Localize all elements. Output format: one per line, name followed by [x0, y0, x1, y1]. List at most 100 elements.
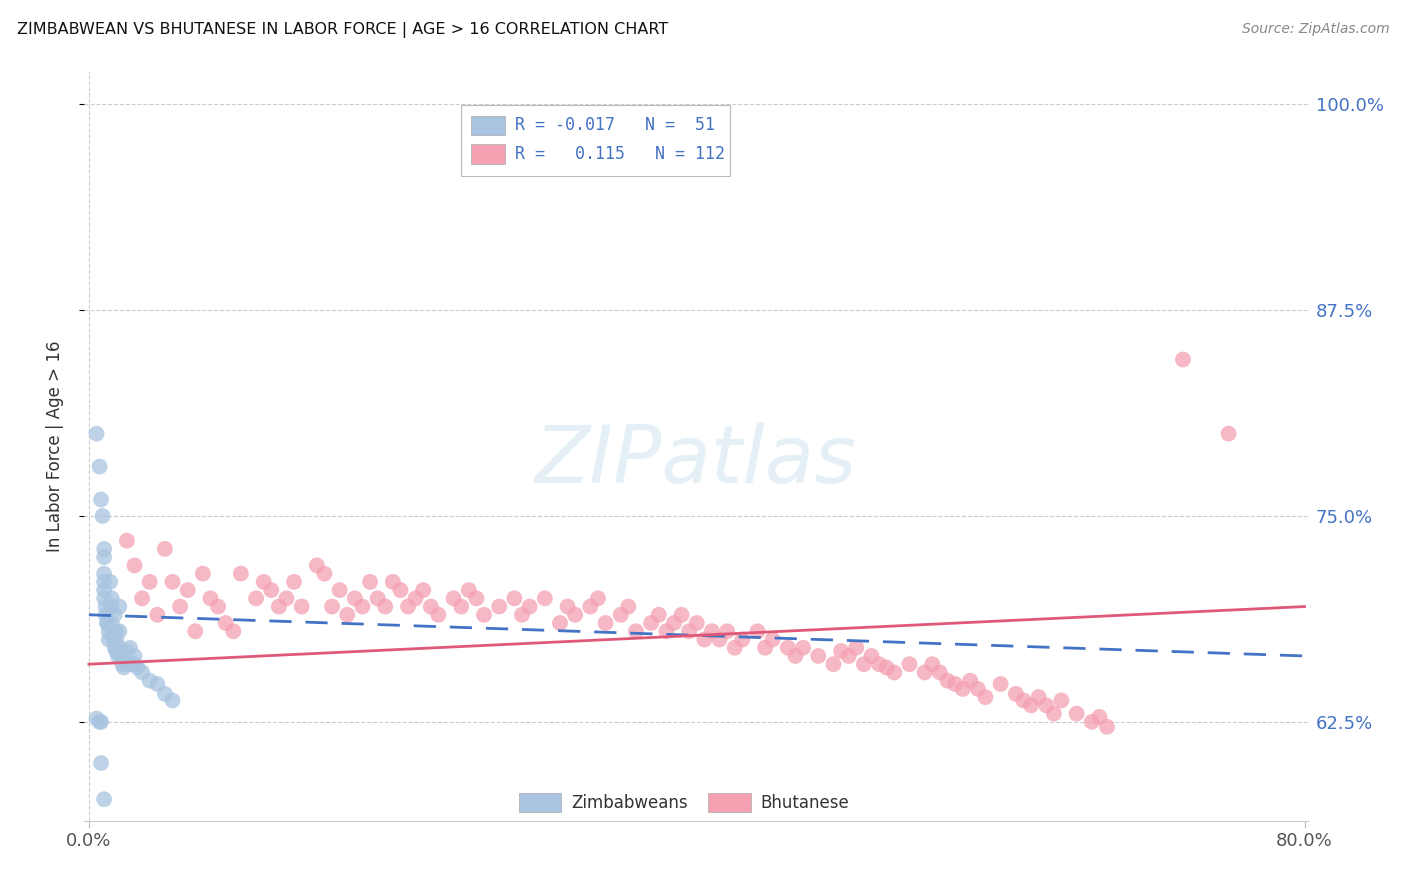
FancyBboxPatch shape	[709, 793, 751, 812]
Point	[98, 574, 121, 589]
Point	[503, 591, 526, 606]
Y-axis label: In Labor Force | Age > 16: In Labor Force | Age > 16	[45, 340, 63, 552]
Point	[655, 624, 678, 639]
Point	[762, 632, 785, 647]
Point	[838, 648, 860, 663]
Point	[686, 615, 709, 630]
Point	[100, 599, 122, 614]
Point	[105, 624, 128, 639]
Point	[169, 599, 191, 614]
Point	[1088, 710, 1111, 724]
Point	[860, 648, 883, 663]
Point	[118, 640, 141, 655]
Point	[97, 624, 120, 639]
Point	[93, 541, 115, 556]
Point	[89, 714, 111, 729]
Point	[108, 599, 131, 614]
Point	[207, 599, 229, 614]
Point	[111, 657, 134, 672]
Point	[138, 673, 160, 688]
Point	[990, 677, 1012, 691]
Point	[103, 624, 125, 639]
Point	[93, 550, 115, 565]
Point	[153, 687, 176, 701]
Point	[107, 648, 129, 663]
Point	[595, 615, 617, 630]
Point	[564, 607, 586, 622]
Point	[457, 583, 479, 598]
Point	[93, 566, 115, 581]
Text: ZIPatlas: ZIPatlas	[534, 422, 858, 500]
Point	[412, 583, 434, 598]
Point	[108, 640, 131, 655]
Point	[146, 607, 169, 622]
Point	[283, 574, 305, 589]
Point	[533, 591, 555, 606]
Point	[700, 624, 723, 639]
Point	[776, 640, 799, 655]
Text: R =   0.115   N = 112: R = 0.115 N = 112	[515, 145, 725, 162]
Point	[86, 426, 108, 441]
Point	[359, 574, 381, 589]
Text: Source: ZipAtlas.com: Source: ZipAtlas.com	[1241, 22, 1389, 37]
Point	[1171, 352, 1194, 367]
Point	[898, 657, 921, 672]
Point	[222, 624, 245, 639]
Point	[104, 607, 127, 622]
FancyBboxPatch shape	[471, 144, 505, 163]
Point	[959, 673, 981, 688]
Point	[90, 756, 112, 770]
Point	[678, 624, 700, 639]
FancyBboxPatch shape	[471, 116, 505, 135]
Point	[1050, 693, 1073, 707]
Point	[104, 640, 127, 655]
Point	[747, 624, 769, 639]
Point	[823, 657, 845, 672]
Point	[100, 591, 122, 606]
Point	[127, 660, 149, 674]
Point	[267, 599, 290, 614]
Point	[548, 615, 571, 630]
Point	[90, 492, 112, 507]
Point	[124, 648, 146, 663]
Point	[754, 640, 776, 655]
Point	[579, 599, 602, 614]
Point	[928, 665, 950, 680]
Text: Zimbabweans: Zimbabweans	[571, 794, 688, 812]
Point	[97, 632, 120, 647]
Point	[121, 657, 143, 672]
Point	[291, 599, 314, 614]
Point	[716, 624, 738, 639]
Point	[396, 599, 419, 614]
Point	[1012, 693, 1035, 707]
Point	[389, 583, 412, 598]
Point	[1004, 687, 1026, 701]
Point	[131, 591, 153, 606]
Point	[329, 583, 352, 598]
Point	[138, 574, 160, 589]
Point	[215, 615, 238, 630]
Point	[89, 459, 111, 474]
Point	[96, 615, 118, 630]
FancyBboxPatch shape	[519, 793, 561, 812]
Text: R = -0.017   N =  51: R = -0.017 N = 51	[515, 116, 714, 135]
Point	[731, 632, 754, 647]
Point	[153, 541, 176, 556]
Point	[110, 648, 132, 663]
Point	[115, 533, 138, 548]
Point	[1043, 706, 1066, 721]
Point	[830, 644, 852, 658]
Point	[86, 712, 108, 726]
Text: ZIMBABWEAN VS BHUTANESE IN LABOR FORCE | AGE > 16 CORRELATION CHART: ZIMBABWEAN VS BHUTANESE IN LABOR FORCE |…	[17, 22, 668, 38]
Point	[93, 792, 115, 806]
Point	[807, 648, 830, 663]
Point	[671, 607, 693, 622]
Point	[1066, 706, 1088, 721]
Point	[321, 599, 343, 614]
Point	[974, 690, 997, 705]
Text: Bhutanese: Bhutanese	[761, 794, 849, 812]
Point	[184, 624, 207, 639]
Point	[115, 657, 138, 672]
Point	[450, 599, 472, 614]
Point	[93, 574, 115, 589]
